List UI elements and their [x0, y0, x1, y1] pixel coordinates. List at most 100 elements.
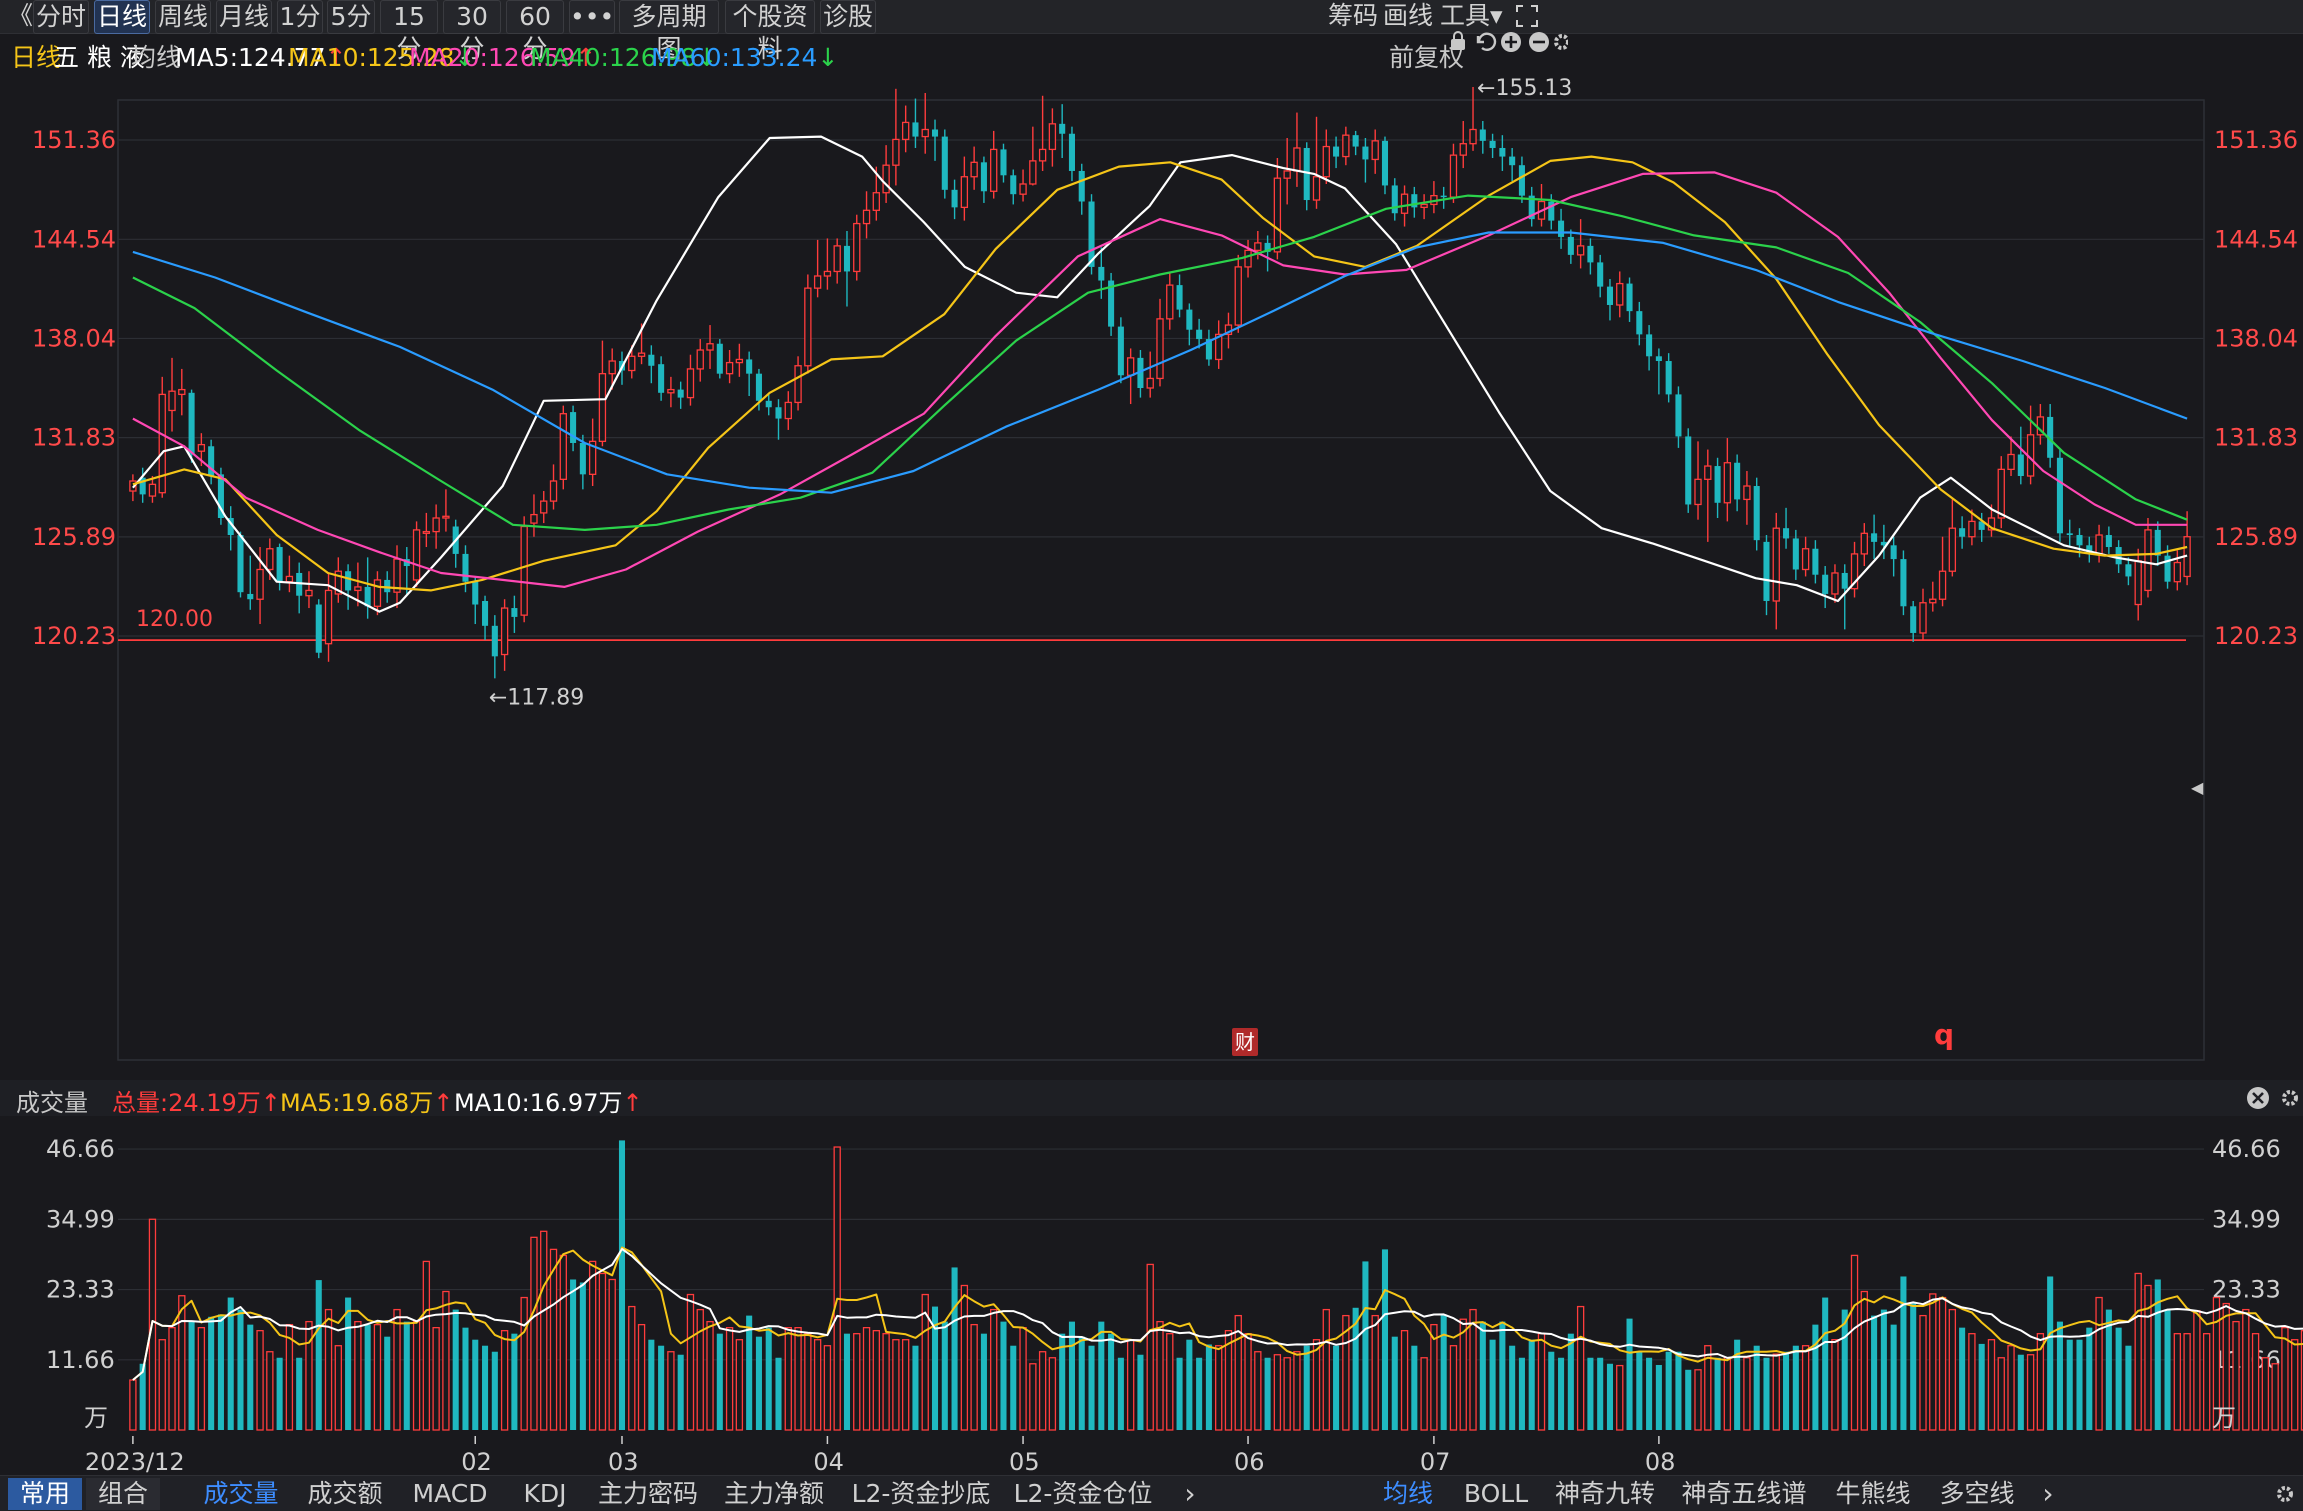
- tab-monthly[interactable]: 月线: [216, 0, 272, 34]
- volume-bar-down: [315, 1280, 322, 1430]
- kline-y-label-left: 131.83: [32, 424, 116, 452]
- more-periods-button[interactable]: •••: [569, 0, 615, 34]
- lock-icon[interactable]: [1451, 31, 1465, 50]
- tab-60min[interactable]: 60分: [506, 0, 564, 63]
- tab-common[interactable]: 常用: [8, 1478, 82, 1510]
- tab-magic-five-lines[interactable]: 神奇五线谱: [1681, 1479, 1807, 1508]
- volume-bar-down: [746, 1315, 753, 1430]
- candle-body-down: [843, 245, 851, 272]
- volume-bar-up: [432, 1326, 440, 1431]
- volume-ma-lines: [132, 1246, 2303, 1381]
- volume-y-label-left: 46.66: [46, 1135, 115, 1163]
- candle-body-up: [1459, 143, 1467, 156]
- volume-bar-down: [1088, 1345, 1095, 1430]
- tab-kdj[interactable]: KDJ: [523, 1479, 567, 1508]
- volume-bar-down: [1959, 1327, 1966, 1430]
- multi-period-button[interactable]: 多周期图: [619, 0, 719, 63]
- tab-30min[interactable]: 30分: [443, 0, 501, 63]
- tab-l2-bottom-fishing[interactable]: L2-资金抄底: [851, 1479, 991, 1508]
- tab-bull-bear[interactable]: 牛熊线: [1835, 1479, 1911, 1508]
- candle-body-up: [1723, 462, 1732, 504]
- volume-bar-down: [1196, 1357, 1203, 1430]
- candle-body-up: [266, 548, 274, 571]
- tab-ma[interactable]: 均线: [1382, 1479, 1433, 1508]
- candle-body-down: [1675, 394, 1682, 437]
- volume-bar-down: [1362, 1261, 1369, 1430]
- candle-body-down: [1362, 146, 1369, 160]
- quarter-marker[interactable]: q: [1934, 1018, 1955, 1051]
- candle-body-down: [1626, 283, 1633, 312]
- tab-turnover[interactable]: 成交额: [307, 1479, 383, 1508]
- scroll-right-icon-2[interactable]: ›: [2042, 1477, 2054, 1510]
- fullscreen-icon[interactable]: [1515, 4, 1539, 28]
- volume-bar-down: [217, 1314, 224, 1430]
- kline-chart[interactable]: 151.36 151.36 144.54 144.54 138.04 138.04 131.…: [0, 60, 2303, 1070]
- candle-body-up: [2173, 561, 2182, 583]
- candle-body-up: [540, 500, 548, 514]
- volume-bar-up: [1038, 1351, 1047, 1431]
- tab-settings-icon[interactable]: [2272, 1482, 2298, 1506]
- tab-boll[interactable]: BOLL: [1463, 1479, 1529, 1508]
- tab-combo[interactable]: 组合: [86, 1478, 160, 1510]
- candle-body-up: [1254, 242, 1262, 252]
- volume-bar-up: [696, 1308, 704, 1431]
- tab-1min[interactable]: 1分: [277, 0, 323, 34]
- chips-button[interactable]: 筹码: [1328, 1, 1379, 30]
- volume-bar-down: [1411, 1345, 1418, 1430]
- candle-body-up: [1293, 147, 1301, 172]
- settings-icon[interactable]: [1554, 34, 1568, 50]
- zoom-in-icon[interactable]: [1501, 32, 1521, 52]
- tab-main-net[interactable]: 主力净额: [723, 1479, 824, 1508]
- tab-main-force-code[interactable]: 主力密码: [597, 1479, 698, 1508]
- volume-bar-up: [706, 1320, 714, 1431]
- candle-body-up: [197, 443, 206, 452]
- tab-15min[interactable]: 15分: [380, 0, 438, 63]
- zoom-out-icon[interactable]: [1529, 32, 1549, 52]
- back-button[interactable]: 《: [8, 1, 34, 30]
- close-icon[interactable]: [2247, 1087, 2269, 1109]
- candle-body-up: [2007, 453, 2015, 471]
- undo-icon[interactable]: [1476, 32, 1497, 51]
- scroll-right-icon[interactable]: ›: [1184, 1477, 1196, 1510]
- financial-report-marker[interactable]: 财: [1232, 1028, 1258, 1056]
- tab-daily[interactable]: 日线: [94, 0, 150, 34]
- volume-title[interactable]: 成交量: [16, 1089, 88, 1117]
- support-label: 120.00: [136, 607, 213, 632]
- volume-bar-up: [2193, 1310, 2201, 1431]
- tab-fenshi[interactable]: 分时: [33, 0, 89, 34]
- candle-body-down: [1117, 326, 1124, 376]
- diagnosis-button[interactable]: 诊股: [820, 0, 876, 34]
- candle-body-down: [1391, 185, 1398, 214]
- tab-long-short[interactable]: 多空线: [1939, 1479, 2015, 1508]
- volume-bar-up: [1459, 1318, 1467, 1431]
- candle-body-down: [2066, 533, 2073, 536]
- volume-ma5: MA5:19.68万↑: [280, 1089, 454, 1117]
- draw-button[interactable]: 画线: [1383, 1, 1434, 30]
- tab-macd[interactable]: MACD: [412, 1479, 488, 1508]
- volume-y-label-right: 46.66: [2212, 1135, 2281, 1163]
- volume-bar-down: [579, 1282, 586, 1430]
- volume-bar-down: [1068, 1321, 1075, 1430]
- candle-body-down: [188, 392, 195, 455]
- volume-bar-up: [735, 1339, 744, 1431]
- candle-body-up: [178, 388, 186, 396]
- tools-button[interactable]: 工具▾: [1440, 1, 1503, 30]
- volume-bar-down: [1440, 1314, 1447, 1430]
- candle-body-up: [725, 361, 734, 375]
- tab-5min[interactable]: 5分: [327, 0, 375, 34]
- volume-bar-down: [1841, 1309, 1848, 1430]
- volume-bar-up: [1576, 1305, 1585, 1431]
- volume-bar-down: [1352, 1307, 1359, 1430]
- volume-bar-up: [1322, 1308, 1330, 1431]
- stock-profile-button[interactable]: 个股资料: [725, 0, 815, 63]
- tab-l2-position[interactable]: L2-资金仓位: [1013, 1479, 1153, 1508]
- volume-bar-up: [334, 1345, 342, 1431]
- tab-volume[interactable]: 成交量: [203, 1479, 279, 1508]
- tab-weekly[interactable]: 周线: [155, 0, 211, 34]
- volume-bar-down: [1910, 1303, 1917, 1430]
- volume-bar-up: [1166, 1333, 1174, 1431]
- volume-settings-icon[interactable]: [2282, 1090, 2298, 1106]
- ma-label[interactable]: 均线: [131, 43, 182, 72]
- tab-magic-nine[interactable]: 神奇九转: [1554, 1479, 1655, 1508]
